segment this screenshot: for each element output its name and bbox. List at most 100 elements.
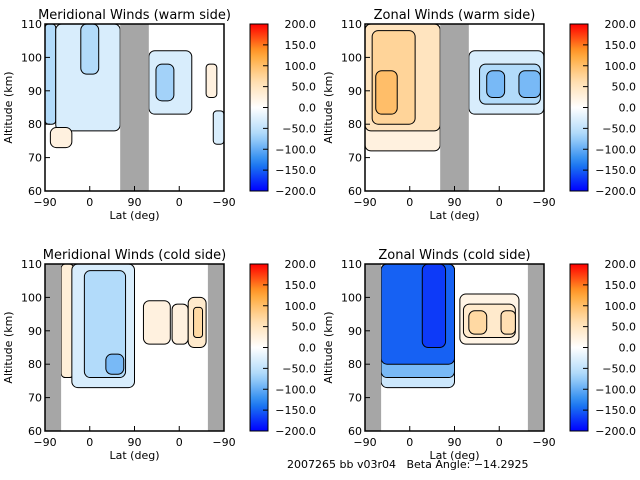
colorbar-label: 100.0 — [285, 300, 317, 313]
contour-region — [518, 70, 541, 98]
contour-region — [421, 263, 447, 348]
contour-region — [500, 310, 516, 335]
x-tick-label: −90 — [353, 436, 376, 449]
y-tick-label: 110 — [341, 258, 362, 271]
colorbar-label: −200.0 — [595, 185, 636, 198]
y-tick-label: 70 — [348, 392, 362, 405]
chart-title: Zonal Winds (cold side) — [378, 248, 530, 263]
colorbar-label: −50.0 — [282, 362, 316, 375]
colorbar-label: 100.0 — [285, 60, 317, 73]
contour-region — [193, 306, 204, 338]
colorbar-label: 150.0 — [285, 279, 317, 292]
x-tick-label: −90 — [353, 196, 376, 209]
x-tick-label: −90 — [532, 436, 555, 449]
x-tick-label: 0 — [86, 436, 93, 449]
colorbar-label: 100.0 — [605, 300, 637, 313]
y-tick-label: 60 — [28, 425, 42, 438]
colorbar-label: 150.0 — [285, 39, 317, 52]
y-tick-label: 100 — [21, 291, 42, 304]
y-tick-label: 60 — [348, 185, 362, 198]
colorbar-label: 0.0 — [619, 342, 637, 355]
colorbar-label: −50.0 — [602, 362, 636, 375]
data-gap — [527, 264, 544, 431]
data-gap — [45, 264, 62, 431]
colorbar-label: 50.0 — [292, 81, 317, 94]
colorbar-label: 200.0 — [605, 258, 637, 271]
x-axis-label: Lat (deg) — [110, 209, 160, 222]
chart-title: Meridional Winds (cold side) — [43, 248, 226, 263]
colorbar-label: 200.0 — [285, 258, 317, 271]
y-tick-label: 60 — [28, 185, 42, 198]
y-tick-label: 70 — [28, 152, 42, 165]
colorbar-label: −150.0 — [595, 164, 636, 177]
x-tick-label: 90 — [448, 436, 462, 449]
y-tick-label: 60 — [348, 425, 362, 438]
x-tick-label: 0 — [406, 436, 413, 449]
y-tick-label: 70 — [348, 152, 362, 165]
x-tick-label: −90 — [532, 196, 555, 209]
contour-region — [155, 63, 175, 102]
x-tick-label: 90 — [448, 196, 462, 209]
y-axis-label: Altitude (km) — [322, 311, 335, 383]
x-tick-label: −90 — [212, 436, 235, 449]
x-tick-label: 0 — [496, 436, 503, 449]
y-tick-label: 80 — [28, 118, 42, 131]
contour-region — [80, 23, 100, 75]
x-axis-label: Lat (deg) — [430, 209, 480, 222]
colorbar-label: 150.0 — [605, 39, 637, 52]
chart-title: Zonal Winds (warm side) — [374, 8, 536, 23]
x-tick-label: −90 — [33, 436, 56, 449]
y-tick-label: 70 — [28, 392, 42, 405]
contour-region — [486, 70, 506, 98]
contour-region — [205, 63, 218, 98]
x-tick-label: 0 — [406, 196, 413, 209]
x-tick-label: 90 — [128, 436, 142, 449]
colorbar-label: −100.0 — [595, 383, 636, 396]
contour-region — [83, 270, 127, 379]
colorbar-label: 150.0 — [605, 279, 637, 292]
x-tick-label: 0 — [176, 436, 183, 449]
panel-4: Zonal Winds (cold side) 60 70 80 90 100 110 −90… — [322, 248, 636, 462]
x-tick-label: 0 — [496, 196, 503, 209]
x-tick-label: 90 — [128, 196, 142, 209]
y-tick-label: 100 — [341, 291, 362, 304]
panel-1: Meridional Winds (warm side) 60 70 80 90 100 1… — [2, 8, 316, 222]
y-axis-label: Altitude (km) — [2, 311, 15, 383]
x-tick-label: 0 — [176, 196, 183, 209]
x-tick-label: −90 — [212, 196, 235, 209]
contour-region — [44, 23, 57, 125]
chart-title: Meridional Winds (warm side) — [38, 8, 231, 23]
data-gap — [365, 264, 382, 431]
data-gap — [120, 24, 149, 191]
colorbar-label: −150.0 — [275, 164, 316, 177]
colorbar-label: −200.0 — [595, 425, 636, 438]
panel-2: Zonal Winds (warm side) 60 70 80 90 100 110 −90… — [322, 8, 636, 222]
x-tick-label: −90 — [33, 196, 56, 209]
colorbar-label: −150.0 — [595, 404, 636, 417]
y-tick-label: 110 — [21, 258, 42, 271]
x-axis-label: Lat (deg) — [110, 449, 160, 462]
colorbar-label: 0.0 — [299, 342, 317, 355]
colorbar-label: −100.0 — [275, 143, 316, 156]
y-tick-label: 100 — [341, 51, 362, 64]
colorbar-label: 100.0 — [605, 60, 637, 73]
data-gap — [207, 264, 224, 431]
contour-region — [212, 110, 225, 145]
y-tick-label: 80 — [348, 118, 362, 131]
y-tick-label: 110 — [341, 18, 362, 31]
contour-region — [468, 310, 488, 335]
panel-3: Meridional Winds (cold side) 60 70 80 90 100 1… — [2, 248, 316, 462]
data-gap — [440, 24, 469, 191]
colorbar-label: 50.0 — [292, 321, 317, 334]
colorbar-label: 0.0 — [299, 102, 317, 115]
contour-region — [49, 127, 73, 149]
contour-region — [142, 300, 171, 345]
colorbar-label: 0.0 — [619, 102, 637, 115]
colorbar-label: −50.0 — [602, 122, 636, 135]
colorbar-label: 200.0 — [605, 18, 637, 31]
y-tick-label: 80 — [28, 358, 42, 371]
y-tick-label: 110 — [21, 18, 42, 31]
contour-region — [375, 70, 398, 115]
colorbar-label: 50.0 — [612, 321, 637, 334]
